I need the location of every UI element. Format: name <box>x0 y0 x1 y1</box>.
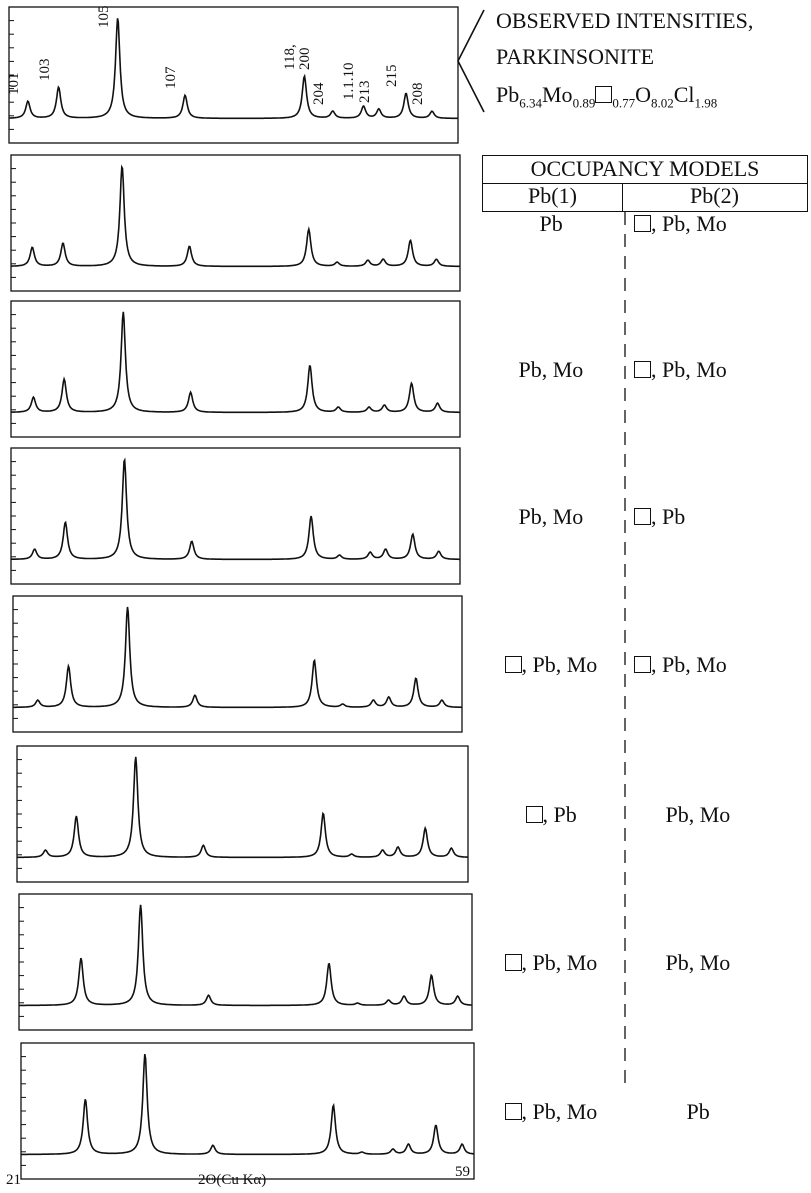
occupancy-pb2: , Pb, Mo <box>634 652 727 678</box>
plot-frame <box>10 154 461 292</box>
occupancy-value: , Pb, Mo <box>521 950 598 975</box>
plot-frame <box>20 1042 475 1180</box>
occupancy-value: Pb, Mo <box>665 950 731 975</box>
observed-arrow-icon <box>457 9 485 113</box>
peak-label: 215 <box>384 64 400 88</box>
pattern-plot <box>8 6 459 144</box>
occupancy-pb1: Pb, Mo <box>519 504 584 530</box>
peak-label: 213 <box>356 80 373 104</box>
occupancy-value: Pb <box>686 1099 710 1124</box>
diffraction-profile <box>10 457 460 561</box>
diffraction-profile <box>19 904 473 1007</box>
vacancy-box-icon <box>634 361 651 378</box>
vacancy-box-icon <box>595 86 613 103</box>
formula-element: Cl <box>673 82 695 107</box>
pattern-plot <box>20 1042 475 1180</box>
occupancy-value: Pb <box>539 211 563 236</box>
legend-line-1: OBSERVED INTENSITIES, <box>496 8 754 33</box>
pattern-panel-8 <box>20 1042 475 1180</box>
peak-label: 200 <box>297 47 314 71</box>
plot-frame <box>18 893 473 1031</box>
peak-label: 208 <box>410 82 426 106</box>
diffraction-profile <box>11 164 460 268</box>
peak-label: 103 <box>36 58 53 82</box>
occupancy-value: , Pb, Mo <box>521 1099 598 1124</box>
pattern-plot <box>16 745 469 883</box>
formula-subscript: 8.02 <box>650 95 674 111</box>
pattern-panel-5 <box>12 595 463 733</box>
peak-label: 101 <box>5 72 22 96</box>
occupancy-pb1: , Pb, Mo <box>504 652 598 678</box>
vacancy-box-icon <box>634 508 651 525</box>
vacancy-box-icon <box>634 656 651 673</box>
peak-label: 105 <box>95 5 112 29</box>
formula-element: O <box>635 82 651 107</box>
occupancy-table-title: OCCUPANCY MODELS <box>482 155 808 184</box>
diffraction-profile <box>9 18 458 120</box>
occupancy-pb2: Pb, Mo <box>666 950 731 976</box>
pattern-plot <box>10 447 461 585</box>
plot-frame <box>16 745 469 883</box>
occupancy-pb2: Pb <box>687 1099 710 1125</box>
occupancy-pb2: , Pb, Mo <box>634 211 727 237</box>
pattern-plot <box>18 893 473 1031</box>
formula-element: Mo <box>542 82 573 107</box>
column-divider <box>624 212 626 1084</box>
pattern-plot <box>12 595 463 733</box>
formula-subscript: 0.77 <box>612 95 636 111</box>
x-tick-left: 21 <box>6 1172 21 1188</box>
occupancy-value: Pb, Mo <box>665 802 731 827</box>
peak-label: 107 <box>163 66 180 90</box>
vacancy-box-icon <box>504 954 522 971</box>
plot-frame <box>12 595 463 733</box>
occupancy-value: Pb, Mo <box>518 357 584 382</box>
occupancy-value: , Pb, Mo <box>651 652 727 677</box>
occupancy-pb2: , Pb, Mo <box>634 357 727 383</box>
pattern-panel-3 <box>10 300 461 438</box>
occupancy-value: , Pb, Mo <box>521 652 598 677</box>
pattern-plot <box>10 300 461 438</box>
occupancy-value: Pb, Mo <box>518 504 584 529</box>
diffraction-profile <box>21 1053 475 1156</box>
occupancy-pb2: Pb, Mo <box>666 802 731 828</box>
occupancy-pb1: Pb, Mo <box>519 357 584 383</box>
occupancy-value: , Pb <box>542 802 577 827</box>
occupancy-value: , Pb <box>651 504 686 529</box>
occupancy-pb1: , Pb, Mo <box>504 950 598 976</box>
diffraction-profile <box>11 311 460 414</box>
vacancy-box-icon <box>504 656 522 673</box>
vacancy-box-icon <box>525 806 543 823</box>
diffraction-profile <box>13 606 462 709</box>
occupancy-value: , Pb, Mo <box>651 211 727 236</box>
peak-label: 1.1.10 <box>341 62 358 101</box>
pattern-panel-7 <box>18 893 473 1031</box>
occupancy-pb1: Pb <box>540 211 563 237</box>
x-tick-right: 59 <box>455 1164 470 1180</box>
pattern-panel-2 <box>10 154 461 292</box>
formula-subscript: 1.98 <box>694 95 718 111</box>
vacancy-box-icon <box>504 1103 522 1120</box>
formula-subscript: 6.34 <box>519 95 542 111</box>
peak-label: 204 <box>310 82 327 106</box>
pattern-plot <box>10 154 461 292</box>
plot-frame <box>10 300 461 438</box>
occupancy-col-pb2: Pb(2) <box>622 183 808 212</box>
legend-formula: Pb6.34Mo0.89 0.77O8.02Cl1.98 <box>496 82 717 111</box>
occupancy-pb1: , Pb <box>525 802 577 828</box>
x-axis-label: 2Θ(Cu Kα) <box>198 1172 267 1188</box>
occupancy-pb2: , Pb <box>634 504 685 530</box>
formula-subscript: 0.89 <box>572 95 596 111</box>
occupancy-col-pb1: Pb(1) <box>482 183 623 212</box>
legend-line-2: PARKINSONITE <box>496 44 655 69</box>
diffraction-profile <box>17 756 468 859</box>
occupancy-pb1: , Pb, Mo <box>504 1099 598 1125</box>
plot-frame <box>10 447 461 585</box>
occupancy-value: , Pb, Mo <box>651 357 727 382</box>
formula-element: Pb <box>496 82 520 107</box>
pattern-panel-4 <box>10 447 461 585</box>
pattern-panel-6 <box>16 745 469 883</box>
pattern-panel-1 <box>8 6 459 144</box>
vacancy-box-icon <box>634 215 651 232</box>
